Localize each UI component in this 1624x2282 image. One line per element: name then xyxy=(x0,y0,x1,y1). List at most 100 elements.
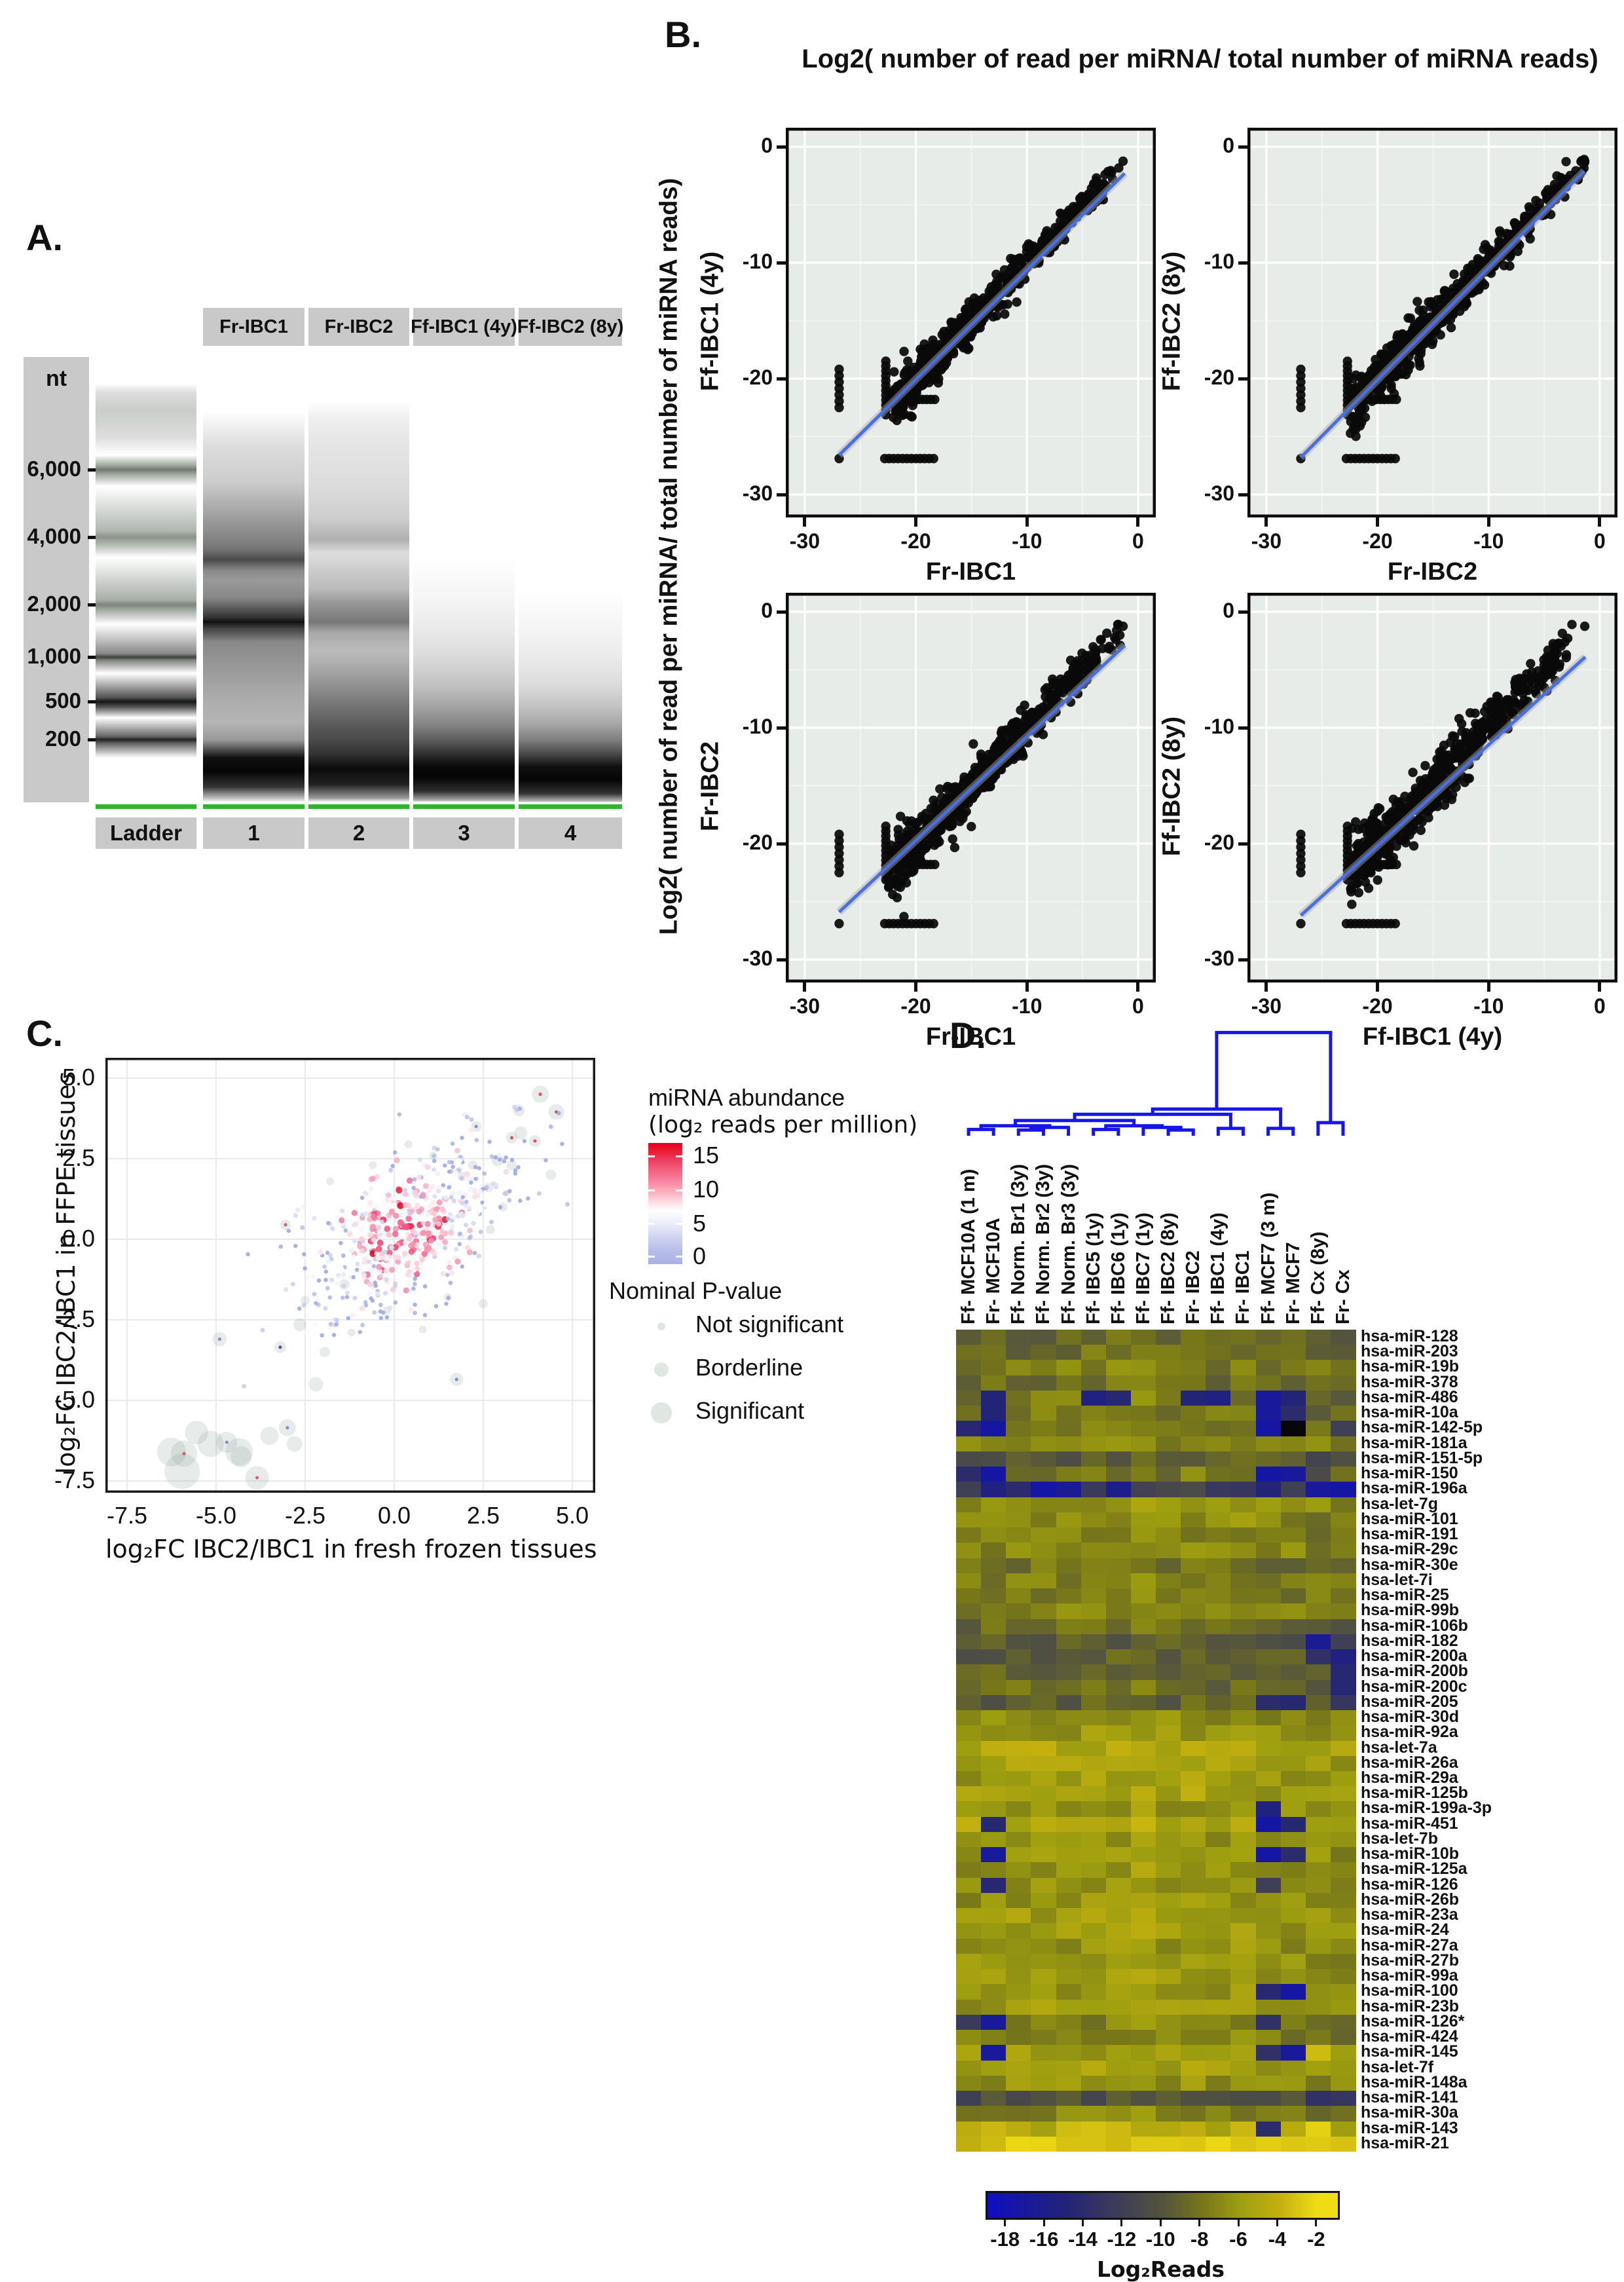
heatmap-cell xyxy=(956,2014,982,2030)
b-x-tick-label: 0 xyxy=(1594,994,1606,1018)
heatmap-cell xyxy=(1230,1679,1256,1696)
b-x-tick-label: 0 xyxy=(1132,529,1144,553)
heatmap-cell xyxy=(1105,1497,1132,1513)
b-x-axis-title: Fr-IBC1 xyxy=(925,1023,1016,1051)
heatmap-cell xyxy=(1206,1740,1231,1757)
heatmap-cell xyxy=(1255,1984,1282,2000)
heatmap-cell xyxy=(1056,1588,1082,1604)
heatmap-cell xyxy=(1031,1664,1056,1681)
b-y-tick-label: -20 xyxy=(1204,365,1234,389)
heatmap-cell xyxy=(1130,1816,1156,1833)
heatmap-cell xyxy=(1230,1649,1256,1665)
heatmap-cell xyxy=(1156,1908,1181,1924)
heatmap-cell xyxy=(981,1543,1006,1559)
heatmap-row-label: hsa-miR-199a-3p xyxy=(1361,1799,1492,1818)
heatmap-cell xyxy=(1105,1984,1132,2000)
gel-lane-header: Fr-IBC1 xyxy=(203,308,304,346)
heatmap-cell xyxy=(1031,2060,1056,2076)
heatmap-cell xyxy=(981,1862,1006,1879)
heatmap-cell xyxy=(1330,2136,1356,2152)
heatmap-cell xyxy=(1330,2091,1356,2106)
heatmap-cell xyxy=(1280,1953,1306,1970)
heatmap-cell xyxy=(1305,2091,1331,2106)
heatmap-cell xyxy=(1056,1451,1082,1467)
heatmap-cell xyxy=(1130,1512,1156,1528)
heatmap-cell xyxy=(1280,1801,1306,1818)
heatmap-cell xyxy=(1181,1603,1206,1620)
heatmap-cell xyxy=(1206,1938,1231,1955)
heatmap-cell xyxy=(1130,1603,1156,1620)
heatmap-cell xyxy=(1056,1390,1082,1406)
heatmap-cell xyxy=(1105,1755,1132,1772)
heatmap-cell xyxy=(956,1694,982,1711)
heatmap-cell xyxy=(1255,1451,1282,1467)
abundance-tick-label: 15 xyxy=(693,1142,720,1169)
colorbar-tick-label: -16 xyxy=(1029,2228,1059,2251)
heatmap-cell xyxy=(1156,1679,1181,1696)
heatmap-cell xyxy=(1305,1953,1331,1970)
heatmap-cell xyxy=(1255,1482,1282,1498)
heatmap-cell xyxy=(981,1375,1006,1391)
heatmap-cell xyxy=(981,2121,1006,2137)
heatmap-cell xyxy=(1206,1816,1231,1833)
heatmap-cell xyxy=(1031,1862,1056,1879)
ladder-tick xyxy=(88,738,98,742)
heatmap-row-label: hsa-miR-27a xyxy=(1361,1936,1458,1955)
heatmap-cell xyxy=(1230,1345,1256,1360)
b-x-tick-label: -20 xyxy=(1362,994,1393,1018)
heatmap-cell xyxy=(1230,1740,1256,1757)
heatmap-cell xyxy=(1181,1527,1206,1543)
heatmap-cell xyxy=(1181,2075,1206,2091)
heatmap-cell xyxy=(1006,1694,1031,1711)
heatmap-cell xyxy=(1280,1770,1306,1787)
heatmap-cell xyxy=(1255,1512,1282,1528)
heatmap-cell xyxy=(1280,1527,1306,1543)
heatmap-cell xyxy=(1280,1892,1306,1909)
heatmap-cell xyxy=(1056,2014,1082,2030)
heatmap-cell xyxy=(1255,1436,1282,1452)
heatmap-cell xyxy=(1305,2030,1331,2046)
heatmap-cell xyxy=(1280,2045,1306,2061)
heatmap-cell xyxy=(1330,1618,1356,1635)
heatmap-cell xyxy=(956,1938,982,1955)
heatmap-row-label: hsa-miR-29a xyxy=(1361,1768,1458,1787)
heatmap-cell xyxy=(1056,1710,1082,1726)
abundance-tick-dash xyxy=(676,1256,682,1258)
heatmap-cell xyxy=(956,1770,982,1787)
heatmap-cell xyxy=(1206,1618,1231,1635)
heatmap-row-label: hsa-miR-148a xyxy=(1361,2072,1467,2091)
b-y-axis-title: Ff-IBC2 (8y) xyxy=(1158,716,1186,856)
heatmap-cell xyxy=(981,1482,1006,1498)
heatmap-cell xyxy=(1031,1816,1056,1833)
heatmap-cell xyxy=(1080,1390,1107,1406)
heatmap-row-label: hsa-miR-181a xyxy=(1361,1433,1467,1452)
heatmap-cell xyxy=(1330,2075,1356,2091)
panel-a-letter: A. xyxy=(26,217,63,258)
colorbar-tick-label: -6 xyxy=(1229,2228,1247,2251)
heatmap-cell xyxy=(956,1923,982,1939)
heatmap-cell xyxy=(1230,1512,1256,1528)
heatmap-cell xyxy=(1330,1908,1356,1924)
heatmap-cell xyxy=(1080,1679,1107,1696)
heatmap-column-label: Ff- IBC5 (1y) xyxy=(1082,1212,1104,1324)
heatmap-cell xyxy=(1031,2091,1056,2106)
heatmap-cell xyxy=(1330,1558,1356,1574)
heatmap-cell xyxy=(1130,1679,1156,1696)
heatmap-cell xyxy=(1105,1831,1132,1848)
heatmap-cell xyxy=(1330,1543,1356,1559)
heatmap-cell xyxy=(1156,2045,1181,2061)
heatmap-cell xyxy=(1181,1831,1206,1848)
heatmap-cell xyxy=(981,1953,1006,1970)
heatmap-cell xyxy=(1130,1908,1156,1924)
heatmap-cell xyxy=(1105,1573,1132,1589)
heatmap-cell xyxy=(1105,1406,1132,1421)
heatmap-cell xyxy=(1080,1816,1107,1833)
heatmap-cell xyxy=(1056,1482,1082,1498)
heatmap-cell xyxy=(1156,1831,1181,1848)
heatmap-cell xyxy=(981,1603,1006,1620)
colorbar-tick-mark xyxy=(1159,2218,1162,2226)
heatmap-cell xyxy=(1130,1558,1156,1574)
gel-marker-line xyxy=(519,804,622,809)
heatmap-cell xyxy=(1305,2075,1331,2091)
